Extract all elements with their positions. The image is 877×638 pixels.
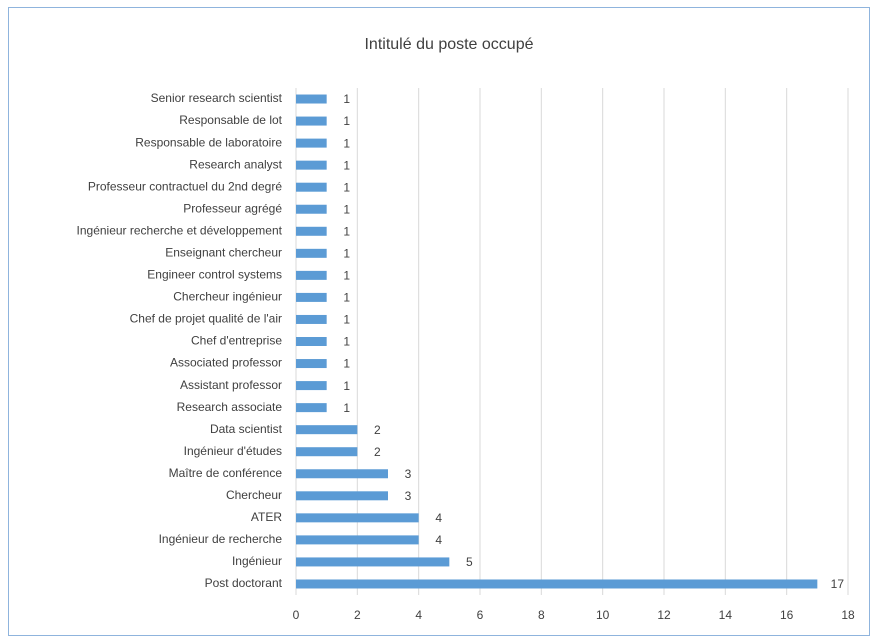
y-tick-label: Ingénieur d'études xyxy=(184,444,282,458)
bar xyxy=(296,248,327,258)
bar xyxy=(296,182,327,192)
y-tick-label: Engineer control systems xyxy=(147,268,282,282)
y-tick-label: Data scientist xyxy=(210,422,283,436)
data-label: 1 xyxy=(343,202,350,216)
x-tick-label: 0 xyxy=(293,608,300,622)
y-tick-label: Ingénieur de recherche xyxy=(159,532,283,546)
bar xyxy=(296,337,327,346)
data-label: 1 xyxy=(343,357,350,371)
data-label: 2 xyxy=(374,423,381,437)
data-label: 1 xyxy=(343,180,350,194)
x-tick-label: 12 xyxy=(657,608,671,622)
y-tick-label: Chef de projet qualité de l'air xyxy=(130,312,282,326)
y-tick-label: Professeur agrégé xyxy=(183,201,282,215)
y-tick-label: Post doctorant xyxy=(205,576,283,590)
data-label: 1 xyxy=(343,246,350,260)
data-label: 1 xyxy=(343,379,350,393)
data-label: 3 xyxy=(405,467,412,481)
chart-frame xyxy=(8,7,870,636)
data-label: 17 xyxy=(831,577,845,591)
y-tick-label: Assistant professor xyxy=(180,378,282,392)
data-label: 2 xyxy=(374,445,381,459)
y-tick-label: Maître de conférence xyxy=(169,466,283,480)
bar xyxy=(296,292,327,302)
data-label: 1 xyxy=(343,291,350,305)
data-label: 1 xyxy=(343,335,350,349)
y-tick-label: Chef d'entreprise xyxy=(191,334,282,348)
bar xyxy=(296,513,419,523)
bar xyxy=(296,270,327,280)
y-tick-label: Professeur contractuel du 2nd degré xyxy=(88,179,282,193)
bar xyxy=(296,314,327,324)
y-tick-label: Ingénieur xyxy=(232,554,282,568)
bar xyxy=(296,535,419,545)
chart-title: Intitulé du poste occupé xyxy=(364,36,533,53)
bar xyxy=(296,557,450,567)
bar xyxy=(296,359,327,369)
data-label: 5 xyxy=(466,555,473,569)
y-tick-label: Chercheur xyxy=(226,488,282,502)
x-tick-label: 10 xyxy=(596,608,610,622)
y-tick-label: Ingénieur recherche et développement xyxy=(77,223,283,237)
x-tick-label: 6 xyxy=(477,608,484,622)
y-tick-label: ATER xyxy=(251,510,282,524)
y-tick-label: Responsable de lot xyxy=(179,113,282,127)
data-label: 1 xyxy=(343,114,350,128)
x-tick-label: 4 xyxy=(415,608,422,622)
y-tick-label: Research analyst xyxy=(189,157,282,171)
bar xyxy=(296,381,327,391)
data-label: 1 xyxy=(343,92,350,106)
data-label: 1 xyxy=(343,136,350,150)
bar xyxy=(296,425,358,435)
bar xyxy=(296,469,388,479)
bar xyxy=(296,447,358,457)
x-tick-label: 18 xyxy=(841,608,855,622)
data-label: 1 xyxy=(343,158,350,172)
y-tick-label: Responsable de laboratoire xyxy=(135,135,282,149)
bar xyxy=(296,491,388,501)
data-label: 1 xyxy=(343,269,350,283)
y-tick-label: Chercheur ingénieur xyxy=(173,290,282,304)
x-tick-label: 8 xyxy=(538,608,545,622)
data-label: 1 xyxy=(343,401,350,415)
data-label: 4 xyxy=(435,511,442,525)
x-tick-label: 2 xyxy=(354,608,361,622)
bar xyxy=(296,226,327,236)
x-tick-label: 14 xyxy=(719,608,733,622)
data-label: 1 xyxy=(343,313,350,327)
y-tick-label: Enseignant chercheur xyxy=(165,245,282,259)
bar xyxy=(296,403,327,413)
y-tick-label: Research associate xyxy=(177,400,283,414)
y-tick-label: Associated professor xyxy=(170,356,282,370)
data-label: 3 xyxy=(405,489,412,503)
data-label: 1 xyxy=(343,224,350,238)
bar xyxy=(296,116,327,126)
bar xyxy=(296,138,327,148)
bar xyxy=(296,160,327,170)
y-tick-label: Senior research scientist xyxy=(151,91,283,105)
bar xyxy=(296,579,818,589)
x-tick-label: 16 xyxy=(780,608,794,622)
data-label: 4 xyxy=(435,533,442,547)
bar xyxy=(296,94,327,104)
bar xyxy=(296,204,327,214)
